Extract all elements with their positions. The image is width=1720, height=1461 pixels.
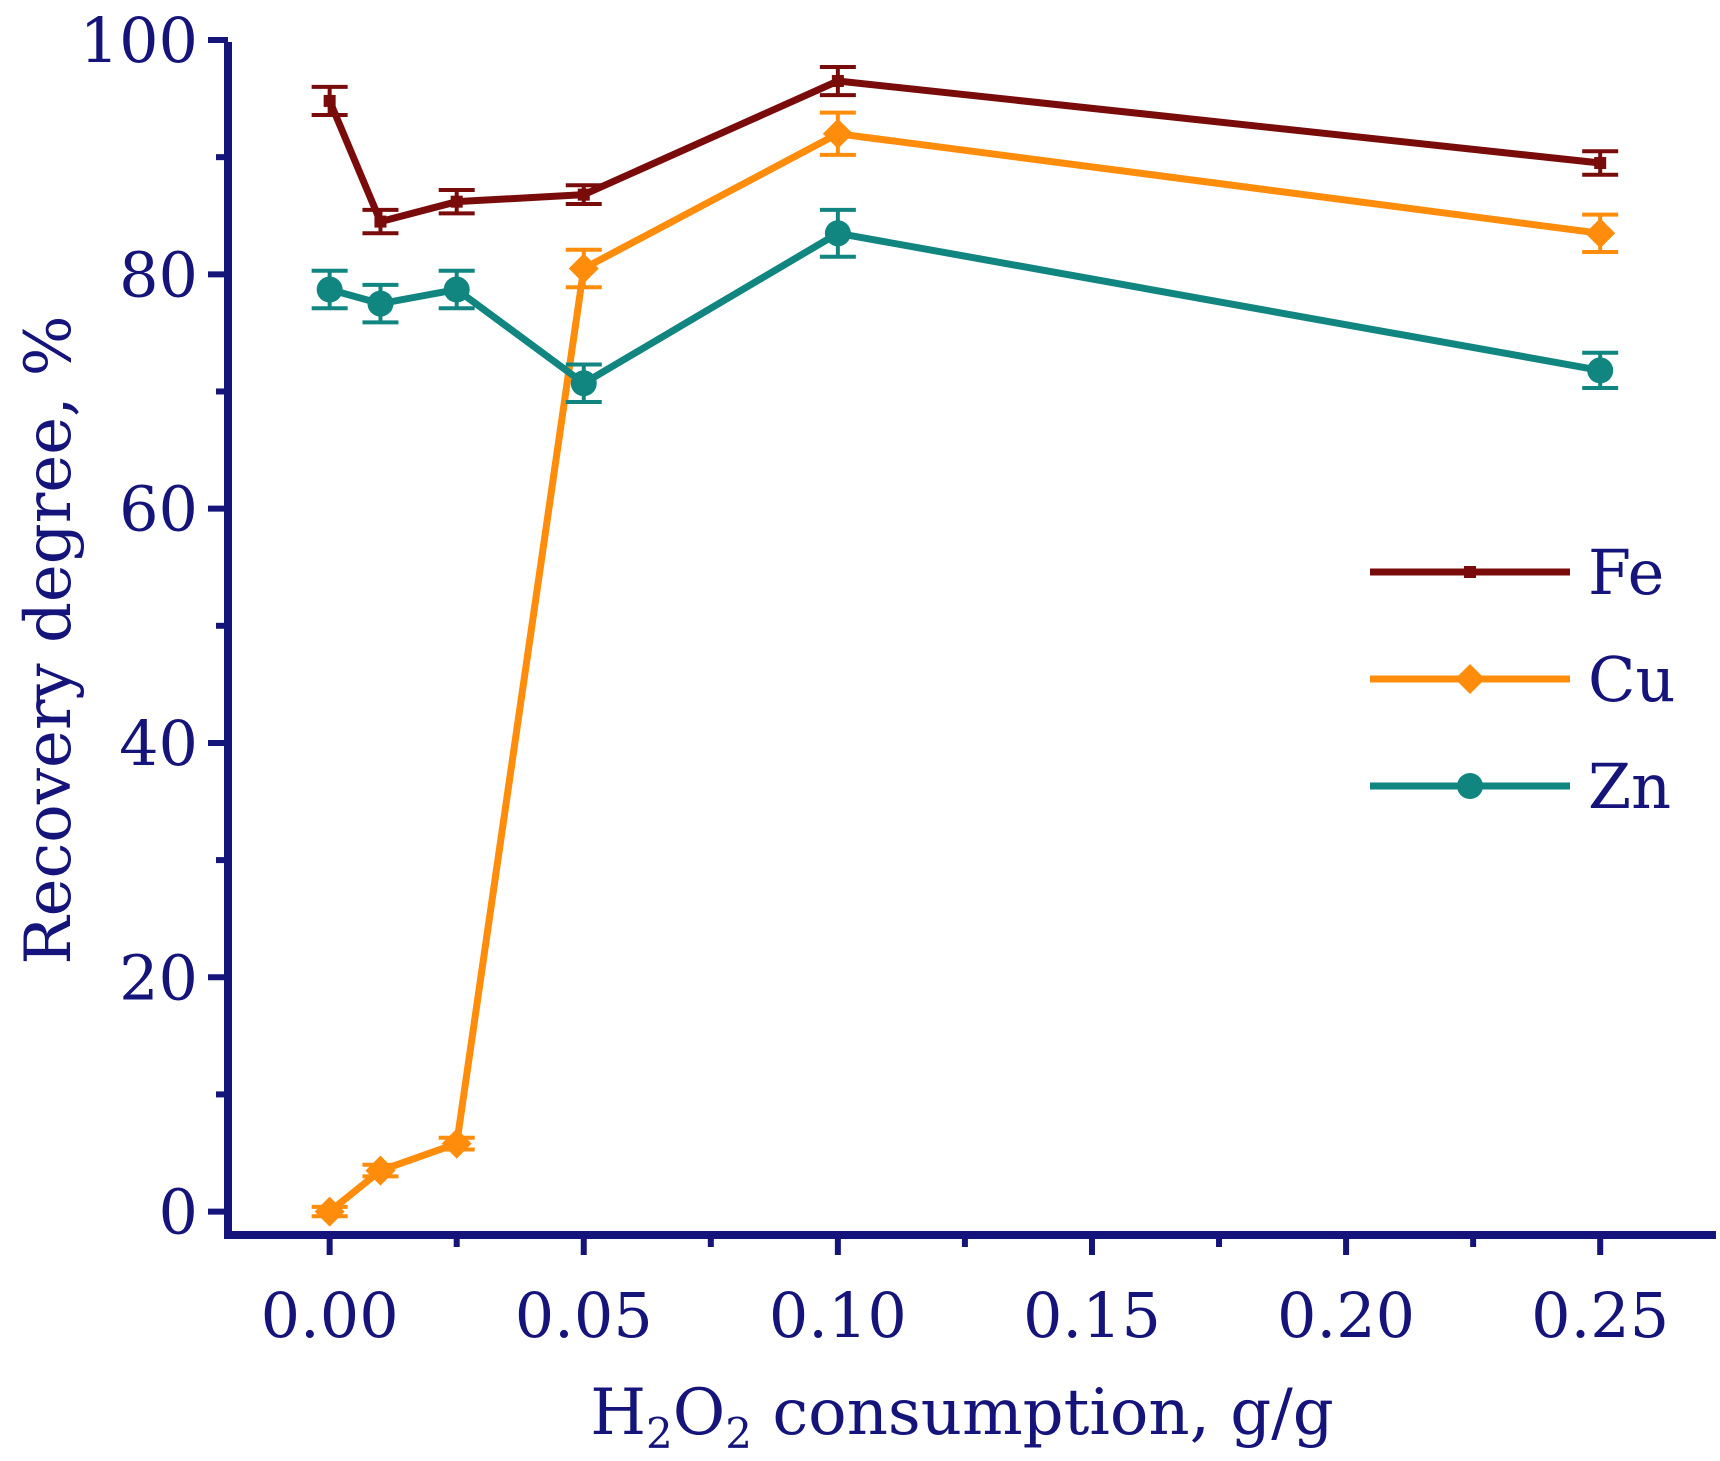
tick-layer: 0.00 0.05 0.10 0.15 0.20 0.25 0 20 40 60 80 100 xyxy=(80,4,1670,1352)
legend-label-cu: Cu xyxy=(1588,643,1675,716)
cu-point xyxy=(314,1196,345,1227)
cu-point xyxy=(365,1155,396,1186)
y-tick-label: 20 xyxy=(119,941,198,1014)
legend-item-cu: Cu xyxy=(1370,643,1675,716)
legend-marker-zn xyxy=(1457,773,1483,799)
y-tick-label: 80 xyxy=(119,238,198,311)
legend-item-zn: Zn xyxy=(1370,750,1671,823)
x-tick-label: 0.15 xyxy=(1023,1279,1161,1352)
y-tick-label: 0 xyxy=(159,1176,198,1249)
cu-line xyxy=(327,130,1601,1215)
x-tick-label: 0.10 xyxy=(769,1279,907,1352)
fe-point xyxy=(831,75,844,88)
legend-label-fe: Fe xyxy=(1588,536,1664,609)
y-tick-label: 60 xyxy=(119,473,198,546)
x-title-rest: consumption, g/g xyxy=(752,1376,1334,1450)
y-tick-label: 100 xyxy=(80,4,198,77)
fe-point xyxy=(323,94,336,107)
x-tick-label: 0.00 xyxy=(261,1279,399,1352)
series-fe xyxy=(311,64,1619,236)
zn-point xyxy=(824,220,851,247)
y-axis-title: Recovery degree, % xyxy=(12,315,86,964)
legend-item-fe: Fe xyxy=(1370,536,1664,609)
series-zn xyxy=(311,207,1619,405)
zn-point xyxy=(316,276,343,303)
legend-marker-cu xyxy=(1455,664,1485,694)
series-layer xyxy=(311,64,1619,1227)
x-title-sub1: 2 xyxy=(646,1409,673,1458)
fe-line xyxy=(326,77,1601,226)
zn-point xyxy=(1587,357,1614,384)
legend: Fe Cu Zn xyxy=(1370,536,1675,823)
y-tick-label: 40 xyxy=(119,707,198,780)
fe-point xyxy=(450,195,463,208)
fe-point xyxy=(1594,157,1607,170)
cu-point xyxy=(822,118,853,149)
fe-point xyxy=(577,188,590,201)
cu-point xyxy=(441,1128,472,1159)
x-tick-label: 0.25 xyxy=(1531,1279,1669,1352)
legend-marker-fe xyxy=(1464,566,1476,578)
zn-point xyxy=(570,370,597,397)
zn-line xyxy=(328,229,1601,387)
x-axis-title: H2O2 consumption, g/g xyxy=(590,1376,1334,1458)
x-title-o: O xyxy=(673,1376,725,1450)
cu-point xyxy=(568,253,599,284)
zn-point xyxy=(443,276,470,303)
x-title-h: H xyxy=(590,1376,646,1450)
x-tick-label: 0.20 xyxy=(1277,1279,1415,1352)
axes xyxy=(224,42,1716,1239)
cu-point xyxy=(1585,218,1616,249)
series-cu xyxy=(311,110,1619,1227)
x-title-sub2: 2 xyxy=(725,1409,752,1458)
zn-point xyxy=(367,290,394,317)
fe-point xyxy=(374,215,387,228)
x-tick-label: 0.05 xyxy=(515,1279,653,1352)
legend-label-zn: Zn xyxy=(1588,750,1671,823)
